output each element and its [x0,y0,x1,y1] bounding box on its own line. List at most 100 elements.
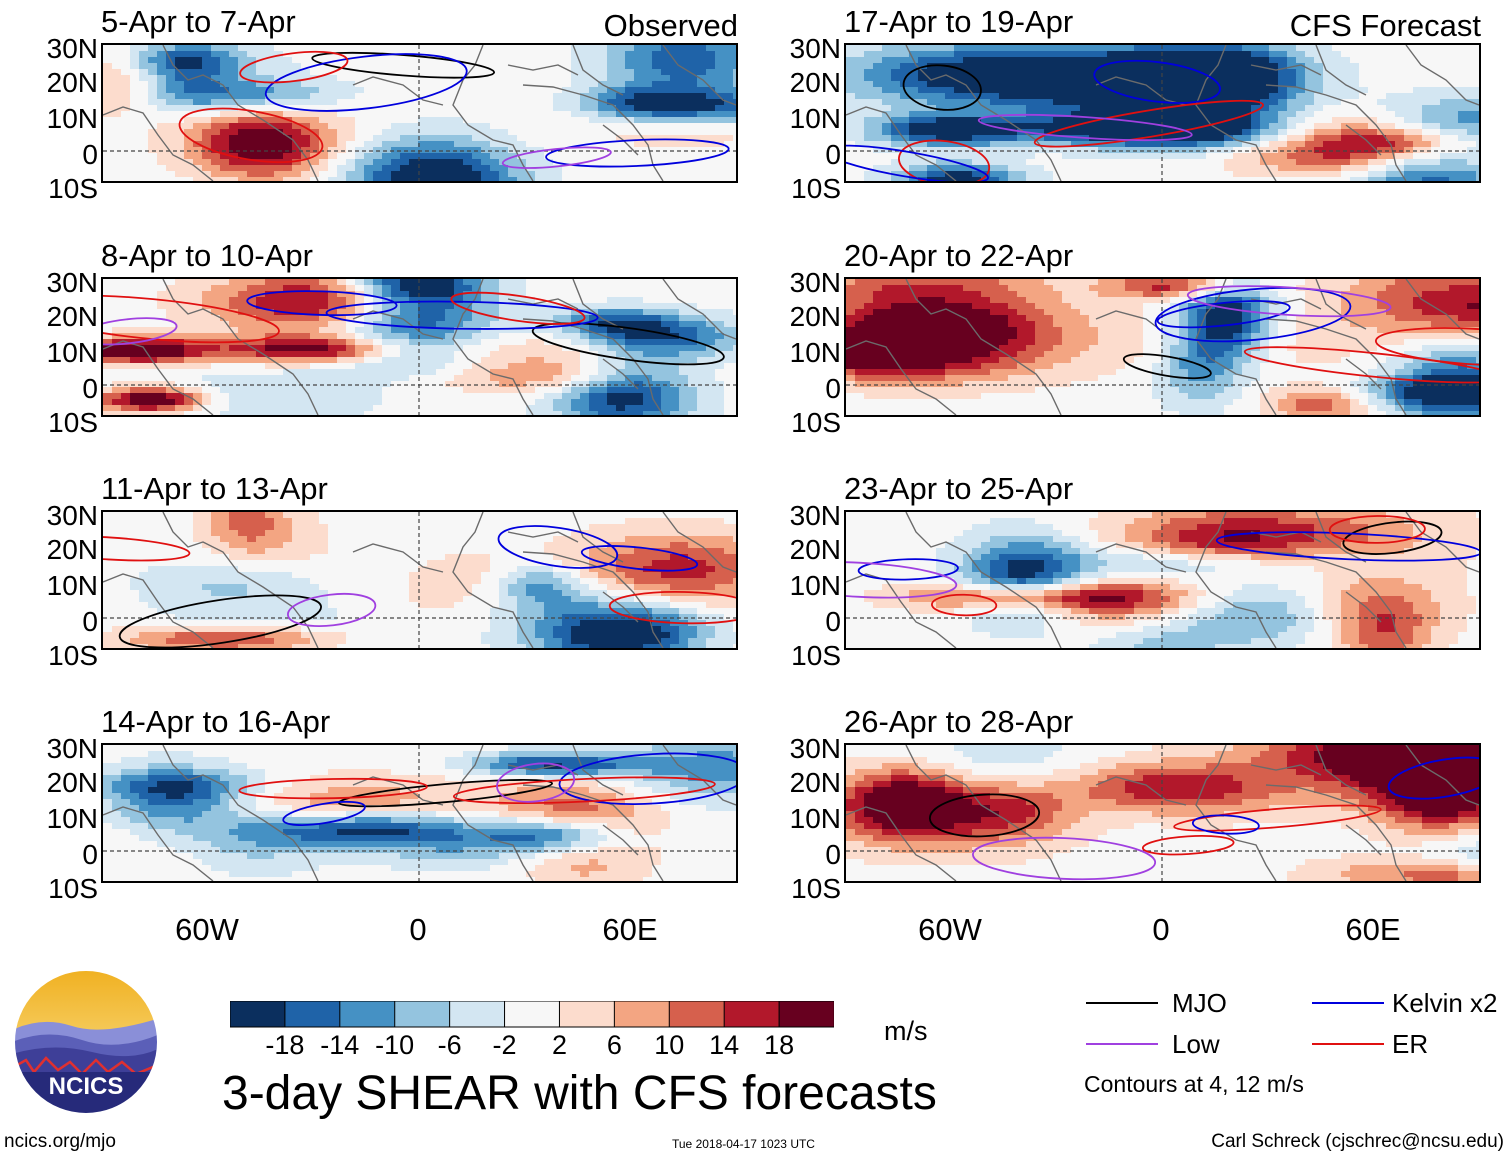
panel-source-tag: CFS Forecast [1289,8,1481,43]
colorbar-swatch [449,1000,506,1028]
legend-low-line [1086,1043,1158,1045]
lon-label-0-right: 0 [1152,912,1170,947]
colorbar-swatch [558,1000,616,1028]
colorbar-swatch [339,1000,396,1028]
shear-field [103,512,736,648]
lon-label-0-left: 0 [409,912,427,947]
lat-label: 10S [48,873,98,904]
lon-label-60e-left: 60E [602,912,658,947]
lat-label: 10N [46,570,98,601]
legend-low-label: Low [1172,1029,1220,1059]
lat-label: 30N [789,33,841,64]
colorbar-swatch [723,1000,780,1028]
lon-label-60w-left: 60W [175,912,239,947]
panel-title: 8-Apr to 10-Apr [101,238,313,273]
lat-label: 0 [825,373,841,404]
lat-label: 10S [791,873,841,904]
legend-mjo-line [1086,1002,1158,1004]
shear-map [844,277,1481,417]
lat-label: 0 [825,606,841,637]
lat-label: 10N [789,803,841,834]
lat-label: 30N [46,733,98,764]
panel-title: 17-Apr to 19-Apr [844,4,1074,39]
lat-label: 0 [825,139,841,170]
shear-map [844,510,1481,650]
panel-title: 5-Apr to 7-Apr [101,4,296,39]
lat-label: 30N [46,267,98,298]
lat-label: 0 [82,606,98,637]
lat-label: 0 [82,373,98,404]
colorbar-tick-label: 6 [606,1030,622,1060]
lat-label: 20N [789,767,841,798]
lat-label: 10S [791,640,841,671]
colorbar-tick-label: -18 [265,1030,305,1060]
lat-label: 0 [82,839,98,870]
colorbar-swatch [668,1000,725,1028]
lat-label: 20N [789,67,841,98]
shear-field [846,512,1479,648]
colorbar-swatch [778,1000,835,1028]
lat-label: 30N [789,733,841,764]
lat-label: 0 [82,139,98,170]
shear-field [846,45,1479,181]
lat-label: 30N [789,267,841,298]
lat-label: 10N [789,570,841,601]
colorbar-swatch [284,1000,341,1028]
colorbar-swatch [229,1000,286,1028]
colorbar-tick-label: -6 [437,1030,462,1060]
shear-map [101,743,738,883]
lat-label: 20N [46,301,98,332]
lat-label: 20N [46,67,98,98]
shear-field [103,745,736,881]
footer-author[interactable]: Carl Schreck (cjschrec@ncsu.edu) [1211,1131,1504,1152]
lat-label: 10N [789,103,841,134]
lat-label: 20N [46,534,98,565]
legend-mjo-label: MJO [1172,988,1227,1018]
colorbar-tick-label: -14 [320,1030,360,1060]
panel-title: 11-Apr to 13-Apr [101,471,328,506]
lat-label: 10S [791,407,841,438]
legend-note: Contours at 4, 12 m/s [1084,1071,1304,1097]
lat-label: 10S [48,173,98,204]
lat-label: 10N [46,103,98,134]
shear-field [103,45,736,181]
shear-field [846,279,1479,415]
shear-map [101,510,738,650]
lat-label: 10S [48,407,98,438]
footer-url[interactable]: ncics.org/mjo [4,1131,116,1152]
panel-title: 14-Apr to 16-Apr [101,704,331,739]
footer-timestamp: Tue 2018-04-17 1023 UTC [672,1137,815,1151]
panel-title: 20-Apr to 22-Apr [844,238,1074,273]
shear-field [103,279,736,415]
lat-label: 20N [789,301,841,332]
main-title: 3-day SHEAR with CFS forecasts [222,1067,937,1120]
colorbar-tick-label: -2 [492,1030,517,1060]
shear-map [101,43,738,183]
shear-map [844,743,1481,883]
lon-label-60w-right: 60W [918,912,982,947]
lat-label: 20N [46,767,98,798]
lat-label: 10S [791,173,841,204]
colorbar-tick-label: -10 [375,1030,415,1060]
colorbar-unit: m/s [884,1016,928,1046]
logo-text: NCICS [49,1073,124,1100]
legend: MJO Kelvin x2 Low ER Contours at 4, 12 m… [1084,988,1506,1100]
shear-map [844,43,1481,183]
shear-field [846,745,1479,881]
lat-label: 20N [789,534,841,565]
lat-label: 10N [789,337,841,368]
lat-label: 10S [48,640,98,671]
lat-label: 10N [46,803,98,834]
panel-title: 23-Apr to 25-Apr [844,471,1074,506]
legend-kelvin-label: Kelvin x2 [1392,988,1498,1018]
colorbar-tick-label: 18 [764,1030,795,1060]
colorbar [229,1000,835,1034]
colorbar-swatch [613,1000,671,1028]
legend-er-label: ER [1392,1029,1429,1059]
colorbar-tick-label: 10 [654,1030,685,1060]
lon-label-60e-right: 60E [1345,912,1401,947]
colorbar-swatch [394,1000,451,1028]
colorbar-tick-label: 14 [709,1030,740,1060]
panel-source-tag: Observed [603,8,738,43]
lat-label: 30N [46,33,98,64]
